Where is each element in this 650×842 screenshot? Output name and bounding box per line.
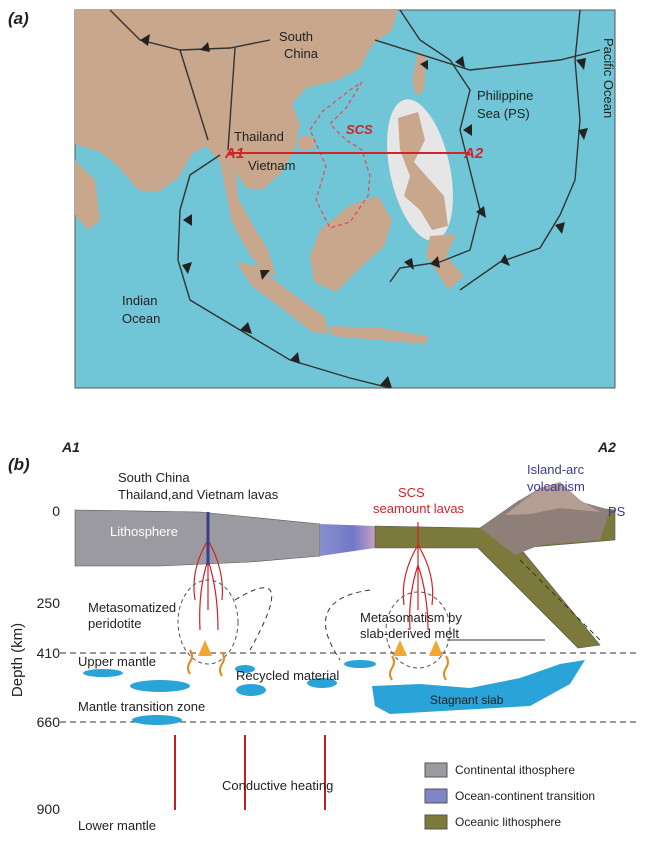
legend-swatch	[425, 763, 447, 777]
place-label: China	[284, 46, 319, 61]
annotation: peridotite	[88, 616, 141, 631]
place-label: Thailand	[234, 129, 284, 144]
place-label: Vietnam	[248, 158, 295, 173]
place-label: SCS	[346, 122, 373, 137]
place-label: A2	[463, 145, 484, 162]
legend-swatch	[425, 789, 447, 803]
section-end: A1	[61, 439, 80, 455]
place-label: A1	[224, 145, 244, 162]
annotation: Metasomatized	[88, 600, 176, 615]
legend-swatch	[425, 815, 447, 829]
legend-label: Continental ithosphere	[455, 763, 575, 777]
depth-label: 660	[37, 714, 61, 730]
depth-label: 0	[52, 503, 60, 519]
annotation: Upper mantle	[78, 654, 156, 669]
depth-label: 900	[37, 801, 61, 817]
place-label: South	[279, 29, 313, 44]
depth-label: 410	[37, 645, 61, 661]
place-label: Pacific Ocean	[601, 38, 616, 118]
annotation: SCS	[398, 485, 425, 500]
annotation: South China	[118, 470, 190, 485]
annotation: PS	[608, 504, 626, 519]
annotation: Island-arc	[527, 462, 585, 477]
annotation: Lithosphere	[110, 524, 178, 539]
annotation: Recycled material	[236, 668, 339, 683]
legend-label: Oceanic lithosphere	[455, 815, 561, 829]
transition	[320, 524, 375, 556]
annotation: seamount lavas	[373, 501, 465, 516]
place-label: Indian	[122, 293, 157, 308]
panel-label: (b)	[8, 455, 30, 474]
yellow-arrows	[198, 640, 443, 656]
place-label: Ocean	[122, 311, 160, 326]
depth-axis: 0 250 410 660 900	[37, 503, 61, 817]
depth-label: 250	[37, 595, 61, 611]
island	[297, 136, 315, 150]
legend-label: Ocean-continent transition	[455, 789, 595, 803]
figure: (a) South China	[0, 0, 650, 842]
legend: Continental ithosphere Ocean-continent tr…	[425, 763, 595, 829]
place-label: Philippine	[477, 88, 533, 103]
place-label: Sea (PS)	[477, 106, 530, 121]
y-axis-title: Depth (km)	[9, 623, 26, 697]
heating-arrows	[175, 735, 325, 810]
section-end: A2	[597, 439, 616, 455]
annotation: Thailand,and Vietnam lavas	[118, 487, 279, 502]
panel-label: (a)	[8, 9, 29, 28]
annotation: Stagnant slab	[430, 693, 504, 707]
annotation: Conductive heating	[222, 778, 333, 793]
map: South China Philippine Sea (PS) Pacific …	[75, 10, 616, 388]
annotation: volcanism	[527, 479, 585, 494]
annotation: Lower mantle	[78, 818, 156, 833]
annotation: Metasomatism by	[360, 610, 462, 625]
annotation: Mantle transition zone	[78, 699, 205, 714]
annotation: slab-derived melt	[360, 626, 459, 641]
